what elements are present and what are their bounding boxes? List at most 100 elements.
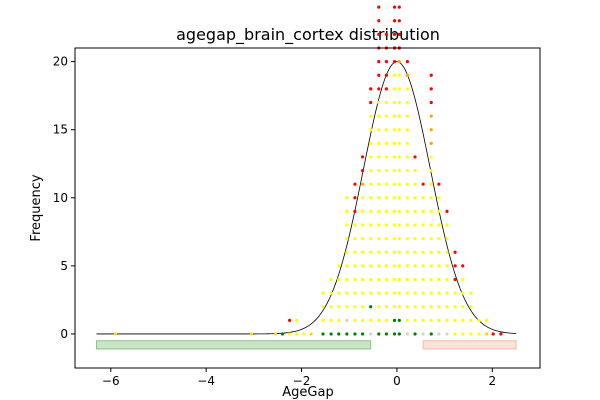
data-point bbox=[353, 223, 357, 227]
data-point bbox=[445, 291, 449, 295]
data-point bbox=[377, 237, 381, 241]
data-point bbox=[377, 100, 381, 105]
data-point bbox=[437, 332, 441, 336]
data-point bbox=[360, 277, 365, 282]
data-point bbox=[405, 87, 410, 91]
data-point bbox=[369, 114, 373, 118]
data-point bbox=[337, 264, 341, 268]
data-point bbox=[337, 318, 341, 322]
data-point bbox=[405, 264, 410, 268]
data-point bbox=[397, 264, 401, 268]
data-point bbox=[360, 155, 365, 159]
data-point bbox=[461, 277, 465, 282]
data-point bbox=[345, 277, 349, 282]
data-point bbox=[397, 182, 401, 186]
data-point bbox=[377, 250, 381, 254]
data-point bbox=[377, 182, 381, 186]
data-point bbox=[369, 237, 373, 241]
data-point bbox=[405, 291, 410, 295]
data-point bbox=[453, 305, 457, 309]
data-point bbox=[392, 100, 397, 105]
data-point bbox=[329, 318, 333, 322]
data-point bbox=[429, 168, 433, 173]
data-point bbox=[445, 264, 449, 268]
data-point bbox=[429, 87, 433, 91]
y-axis-ticks: 0 5 10 15 20 bbox=[53, 55, 75, 341]
data-point bbox=[405, 100, 410, 105]
data-point bbox=[413, 318, 417, 322]
data-point bbox=[445, 250, 449, 254]
data-point bbox=[397, 114, 401, 118]
data-point bbox=[413, 332, 417, 336]
data-point bbox=[491, 332, 495, 336]
data-points bbox=[113, 5, 503, 336]
data-point bbox=[369, 100, 373, 105]
data-point bbox=[337, 332, 341, 336]
data-point bbox=[384, 318, 389, 322]
data-point bbox=[392, 277, 397, 282]
y-tick-label: 15 bbox=[53, 123, 68, 137]
data-point bbox=[445, 318, 449, 322]
data-point bbox=[413, 209, 417, 214]
data-point bbox=[360, 223, 365, 227]
data-point bbox=[384, 168, 389, 173]
data-point bbox=[392, 209, 397, 214]
data-point bbox=[413, 168, 417, 173]
data-point bbox=[360, 196, 365, 200]
data-point bbox=[384, 209, 389, 214]
data-point bbox=[405, 277, 410, 282]
data-point bbox=[360, 291, 365, 295]
data-point bbox=[384, 114, 389, 118]
data-point bbox=[397, 141, 401, 145]
data-point bbox=[397, 87, 401, 91]
data-point bbox=[397, 277, 401, 282]
data-point bbox=[377, 209, 381, 214]
data-point bbox=[249, 332, 254, 336]
data-point bbox=[397, 128, 401, 132]
x-tick-label: −4 bbox=[197, 374, 215, 388]
data-point bbox=[377, 60, 381, 64]
data-point bbox=[429, 100, 433, 105]
data-point bbox=[421, 196, 425, 200]
data-point bbox=[369, 264, 373, 268]
data-point bbox=[384, 291, 389, 295]
data-point bbox=[392, 141, 397, 145]
chart-title: agegap_brain_cortex distribution bbox=[176, 25, 440, 45]
data-point bbox=[295, 332, 299, 336]
data-point bbox=[421, 332, 425, 336]
data-point bbox=[429, 182, 433, 186]
data-point bbox=[429, 155, 433, 159]
data-point bbox=[288, 318, 292, 322]
data-point bbox=[345, 209, 349, 214]
data-point bbox=[453, 250, 457, 254]
data-point bbox=[384, 196, 389, 200]
data-point bbox=[392, 305, 397, 309]
data-point bbox=[421, 209, 425, 214]
data-point bbox=[337, 291, 341, 295]
data-point bbox=[405, 182, 410, 186]
data-point bbox=[413, 182, 417, 186]
data-point bbox=[445, 332, 449, 336]
x-tick-label: 2 bbox=[488, 374, 496, 388]
data-point bbox=[377, 318, 381, 322]
data-point bbox=[360, 182, 365, 186]
data-point bbox=[329, 277, 333, 282]
data-point bbox=[345, 305, 349, 309]
data-point bbox=[392, 32, 397, 36]
data-point bbox=[392, 73, 397, 77]
data-point bbox=[477, 318, 481, 322]
data-point bbox=[429, 250, 433, 254]
data-point bbox=[437, 250, 441, 254]
data-point bbox=[499, 332, 503, 336]
data-point bbox=[392, 5, 397, 9]
data-point bbox=[321, 305, 325, 309]
data-point bbox=[413, 196, 417, 200]
data-point bbox=[337, 305, 341, 309]
data-point bbox=[377, 73, 381, 77]
data-point bbox=[405, 196, 410, 200]
data-point bbox=[405, 128, 410, 132]
data-point bbox=[345, 250, 349, 254]
data-point bbox=[369, 196, 373, 200]
data-point bbox=[369, 332, 373, 336]
